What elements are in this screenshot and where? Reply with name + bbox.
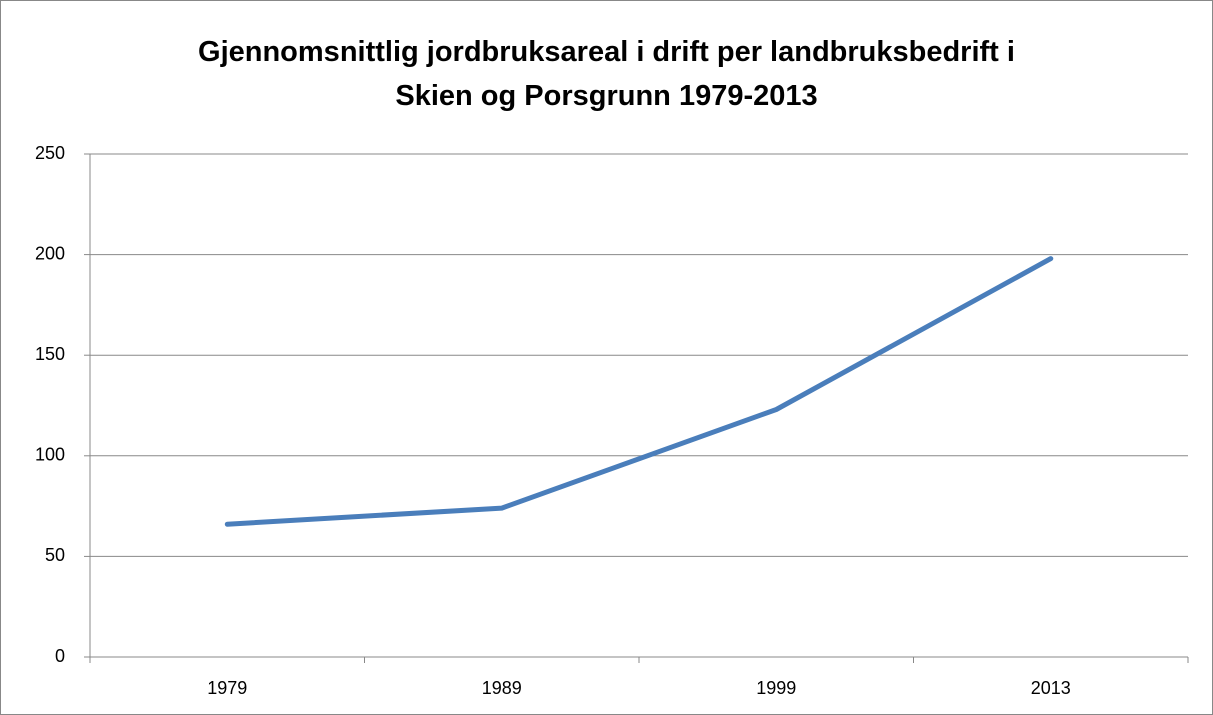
y-tick-label: 0 — [55, 646, 65, 666]
y-tick-label: 50 — [45, 545, 65, 565]
y-tick-label: 250 — [35, 143, 65, 163]
y-tick-label: 100 — [35, 445, 65, 465]
x-tick-label: 1989 — [482, 678, 522, 698]
chart-title: Gjennomsnittlig jordbruksareal i drift p… — [198, 36, 1015, 112]
x-tick-label: 1979 — [207, 678, 247, 698]
data-line — [224, 256, 1054, 527]
x-tick-label: 2013 — [1031, 678, 1071, 698]
x-tick-label: 1999 — [756, 678, 796, 698]
y-tick-label: 200 — [35, 243, 65, 263]
y-tick-label: 150 — [35, 344, 65, 364]
